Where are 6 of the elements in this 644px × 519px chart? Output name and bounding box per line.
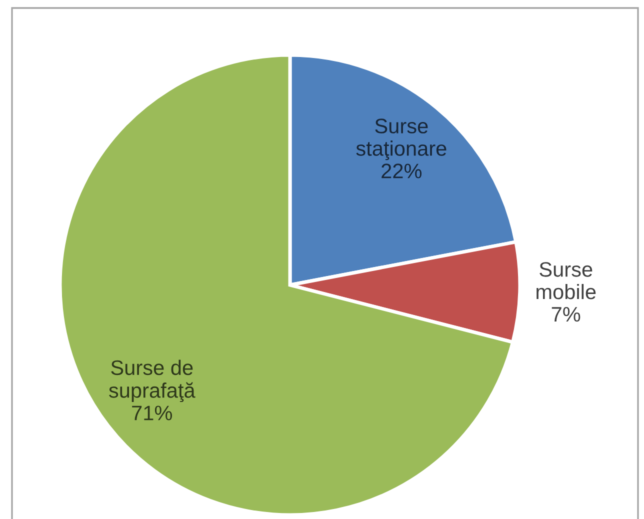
- data-label: 7%: [552, 307, 580, 322]
- data-label: 22%: [382, 164, 422, 178]
- data-label: 71%: [132, 406, 172, 420]
- slice-label: Surse mobile: [536, 262, 596, 300]
- slice-label: Surse staţionare: [356, 118, 446, 160]
- slice-label: Surse de suprafaţă: [109, 360, 196, 402]
